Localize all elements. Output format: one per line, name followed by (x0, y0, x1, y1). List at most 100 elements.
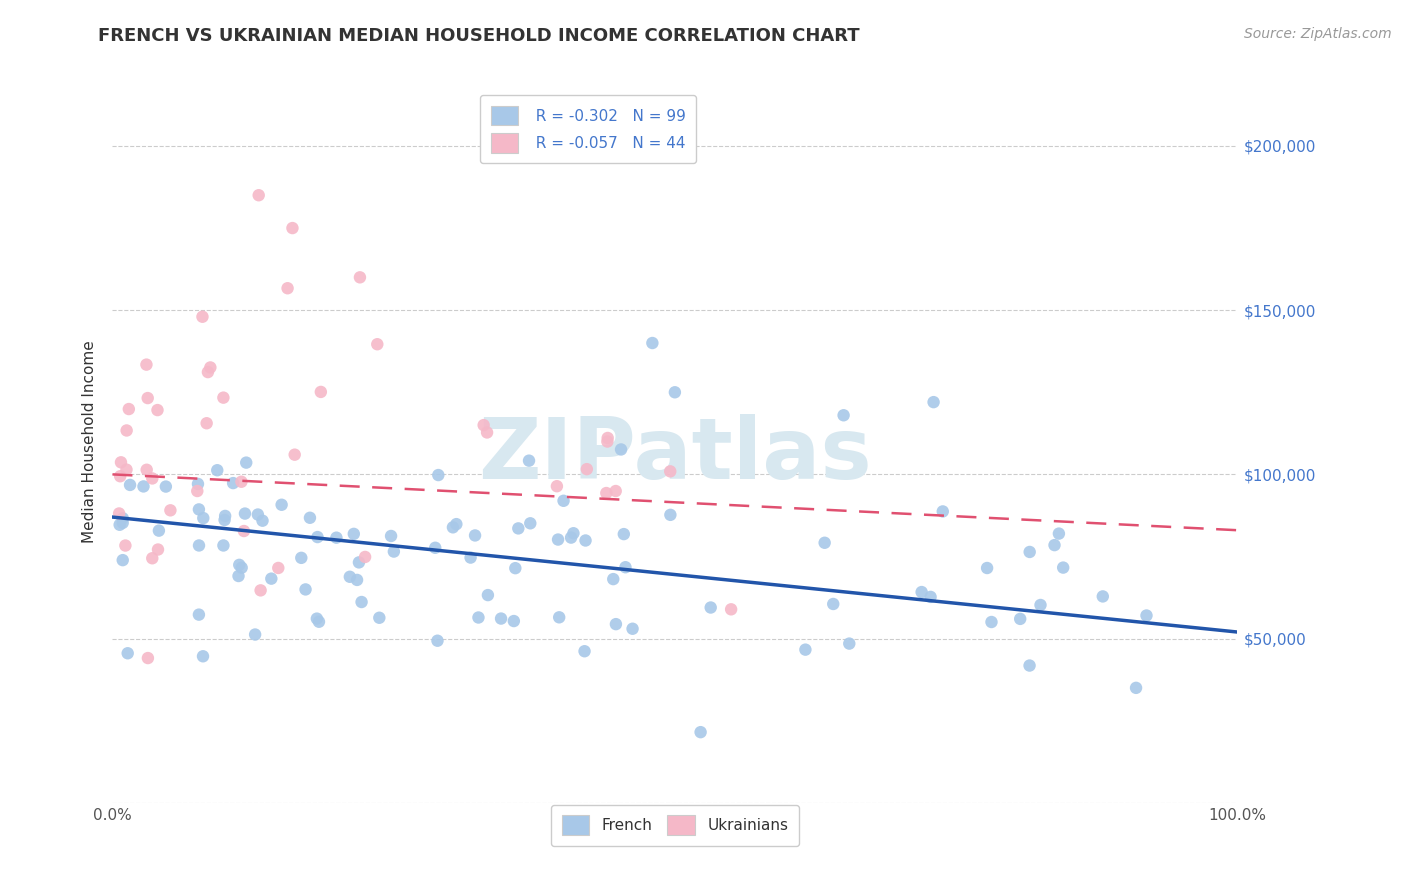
Point (641, 336, 664, 351)
Point (553, 493, 575, 508)
Point (267, 561, 290, 575)
Point (187, 477, 209, 491)
Point (298, 510, 321, 524)
Point (832, 409, 855, 423)
Point (664, 385, 686, 400)
Point (191, 310, 214, 324)
Point (132, 479, 155, 493)
Point (920, 590, 942, 604)
Point (346, 573, 368, 587)
Point (596, 431, 619, 445)
Point (231, 560, 253, 574)
Point (1052, 560, 1074, 574)
Point (115, 462, 138, 476)
Point (838, 637, 860, 651)
Point (595, 486, 617, 500)
Point (546, 479, 568, 493)
Point (252, 514, 274, 528)
Point (141, 551, 163, 566)
Point (247, 188, 270, 202)
Point (195, 416, 218, 430)
Point (117, 646, 139, 660)
Point (508, 521, 530, 535)
Point (294, 582, 316, 597)
Point (307, 530, 329, 544)
Point (197, 365, 219, 379)
Point (108, 469, 131, 483)
Point (207, 463, 229, 477)
Point (621, 622, 644, 636)
Point (382, 544, 405, 558)
Point (233, 507, 256, 521)
Point (368, 611, 391, 625)
Point (477, 588, 499, 602)
Point (305, 612, 328, 626)
Point (155, 479, 177, 493)
Text: Source: ZipAtlas.com: Source: ZipAtlas.com (1244, 27, 1392, 41)
Y-axis label: Median Household Income: Median Household Income (82, 340, 97, 543)
Point (441, 520, 464, 534)
Point (135, 358, 157, 372)
Point (349, 270, 371, 285)
Point (191, 649, 214, 664)
Point (118, 402, 141, 417)
Point (427, 468, 450, 483)
Point (141, 471, 163, 485)
Point (1125, 681, 1147, 695)
Point (380, 529, 402, 543)
Point (187, 607, 209, 622)
Point (354, 549, 377, 564)
Point (339, 570, 361, 584)
Point (613, 527, 636, 541)
Point (146, 542, 169, 557)
Point (489, 611, 512, 625)
Point (475, 425, 498, 440)
Point (446, 517, 468, 532)
Point (111, 511, 134, 525)
Point (222, 476, 245, 491)
Point (108, 507, 131, 521)
Point (560, 531, 582, 545)
Point (464, 528, 486, 542)
Point (108, 517, 131, 532)
Point (366, 337, 388, 351)
Point (596, 434, 619, 449)
Point (1029, 598, 1052, 612)
Point (290, 550, 312, 565)
Point (214, 513, 236, 527)
Point (212, 391, 235, 405)
Point (823, 597, 845, 611)
Point (136, 391, 159, 405)
Point (976, 561, 998, 575)
Point (200, 360, 222, 375)
Point (231, 475, 253, 489)
Point (281, 221, 304, 235)
Legend: French, Ukrainians: French, Ukrainians (551, 805, 799, 846)
Point (426, 633, 449, 648)
Point (243, 627, 266, 641)
Point (260, 572, 283, 586)
Point (114, 539, 136, 553)
Point (284, 448, 307, 462)
Point (547, 533, 569, 547)
Point (249, 583, 271, 598)
Point (235, 456, 257, 470)
Point (325, 531, 347, 545)
Point (148, 524, 170, 538)
Point (659, 464, 682, 478)
Point (519, 516, 541, 531)
Point (720, 602, 742, 616)
Point (932, 504, 955, 518)
Point (277, 281, 299, 295)
Point (136, 651, 159, 665)
Point (118, 478, 141, 492)
Point (187, 502, 209, 516)
Point (193, 511, 215, 525)
Point (814, 535, 837, 549)
Point (574, 644, 596, 658)
Point (574, 533, 596, 548)
Point (1135, 608, 1157, 623)
Point (111, 516, 134, 530)
Point (232, 524, 254, 538)
Point (1018, 545, 1040, 559)
